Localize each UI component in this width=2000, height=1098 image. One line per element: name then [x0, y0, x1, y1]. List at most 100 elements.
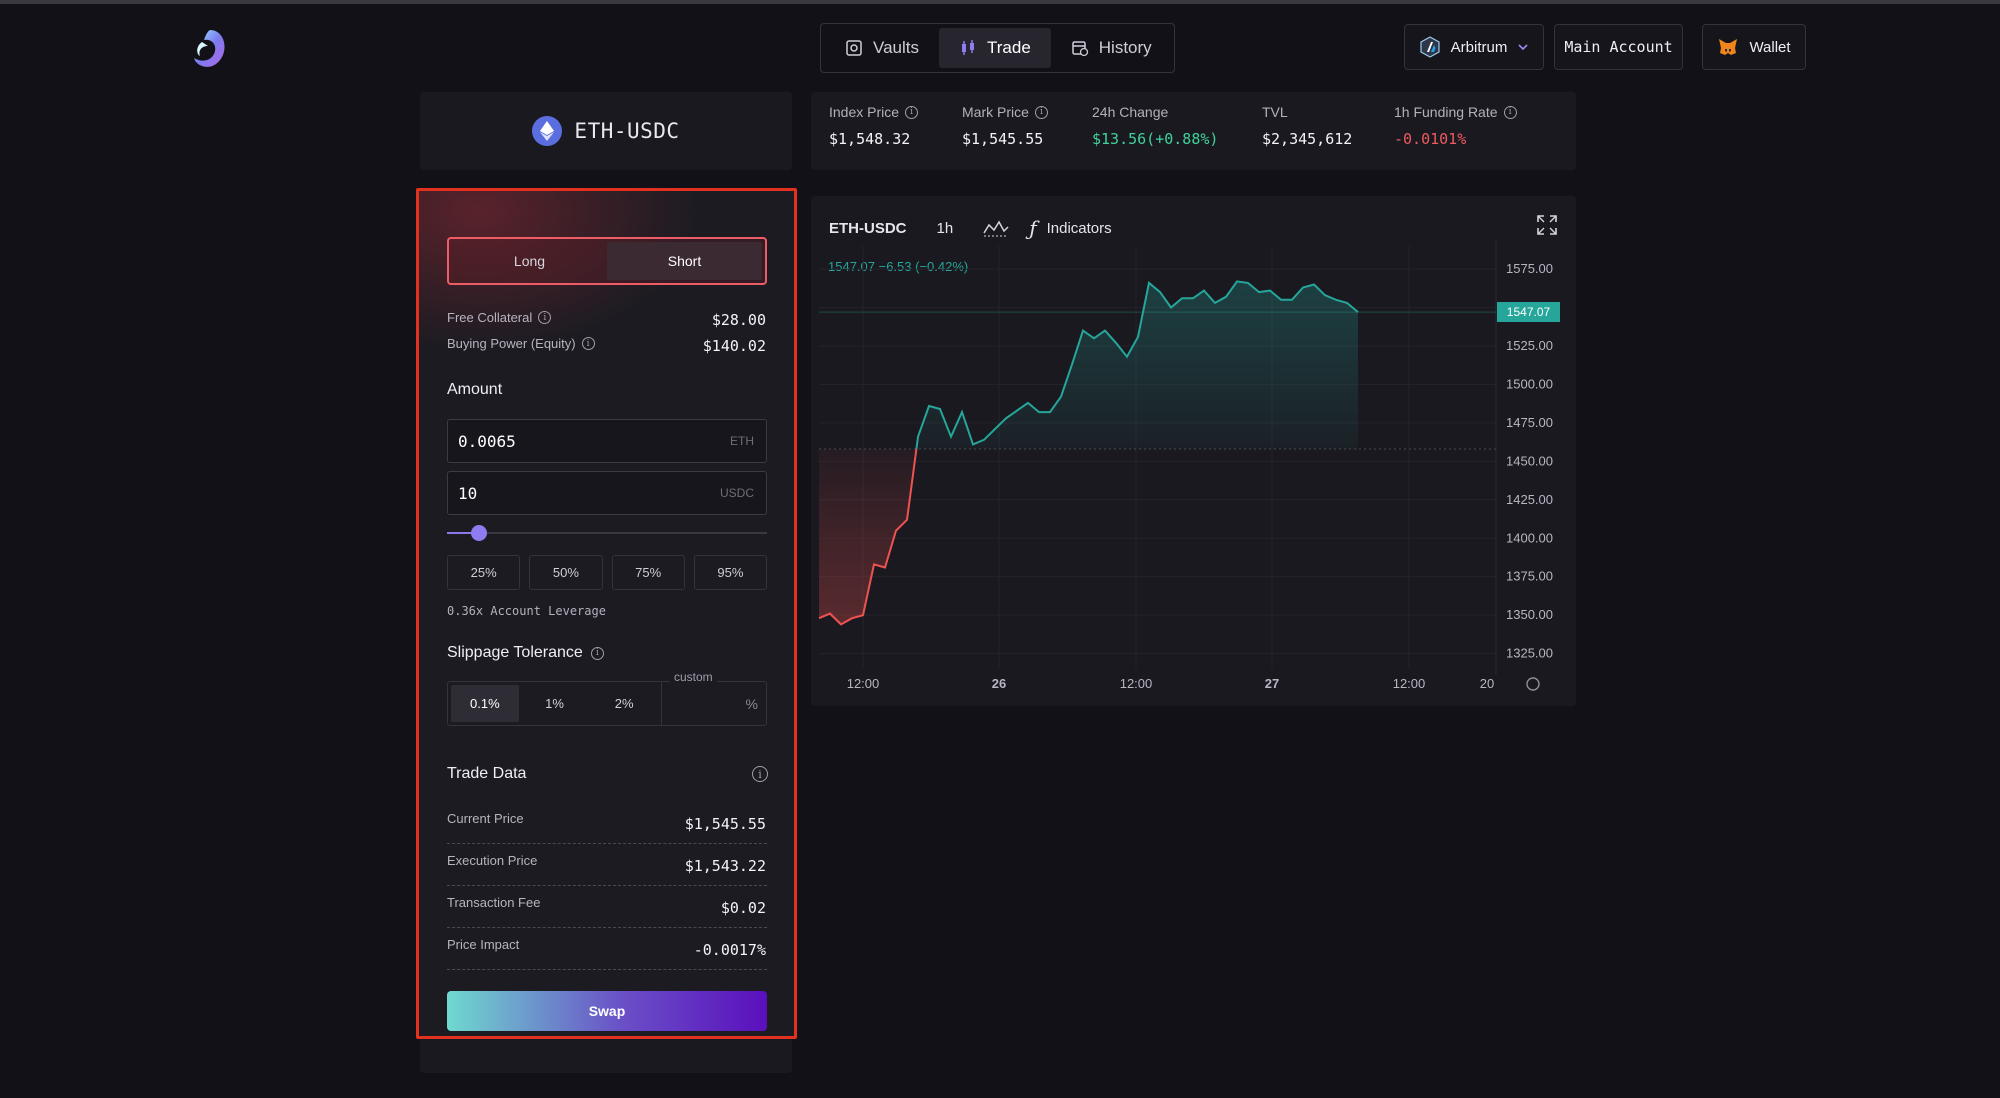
percent-75-button[interactable]: 75% [611, 555, 685, 590]
current-price-value: $1,545.55 [684, 815, 766, 833]
y-tick-label: 1500.00 [1506, 376, 1553, 391]
divider [447, 927, 767, 928]
market-stats: Index Price i $1,548.32 Mark Price i $1,54… [811, 92, 1576, 170]
usdc-amount-value: 10 [458, 483, 478, 503]
stat-label: 24h Change [1092, 104, 1169, 120]
slippage-option[interactable]: 1% [545, 696, 564, 711]
chart-type-group: ƒ Indicators [983, 216, 1112, 240]
execution-price-label: Execution Price [447, 853, 538, 868]
chart-type-icon[interactable] [983, 219, 1009, 237]
buying-power-label: Buying Power (Equity) i [447, 336, 595, 351]
x-tick-label: 12:00 [1393, 676, 1426, 691]
wallet-label: Wallet [1749, 38, 1791, 56]
stat-value: -0.0101% [1394, 130, 1467, 148]
chart-legend: 1547.07 −6.53 (−0.42%) [828, 259, 969, 274]
market-selector[interactable]: ETH-USDC [420, 92, 792, 170]
x-tick-label: 20 [1480, 676, 1494, 691]
execution-price-value: $1,543.22 [684, 857, 766, 875]
stat-value: $1,545.55 [962, 130, 1044, 148]
amount-title: Amount [447, 381, 503, 398]
slippage-option[interactable]: 0.1% [451, 685, 519, 722]
info-icon[interactable]: i [538, 311, 552, 324]
nav-vaults[interactable]: Vaults [825, 28, 939, 68]
amount-slider-handle[interactable] [471, 525, 487, 541]
y-tick-label: 1475.00 [1506, 415, 1553, 430]
interval-selector[interactable]: 1h [936, 219, 954, 237]
stat-mark-price: Mark Price i $1,545.55 [962, 104, 1048, 148]
usdc-amount-input[interactable]: 10 USDC [447, 471, 767, 515]
account-leverage: 0.36x Account Leverage [447, 604, 606, 618]
account-button[interactable]: Main Account [1554, 24, 1683, 70]
fullscreen-icon[interactable] [1536, 214, 1558, 236]
slippage-option[interactable]: 2% [614, 696, 634, 711]
info-icon[interactable]: i [1034, 105, 1048, 119]
long-tab[interactable]: Long [513, 253, 546, 269]
function-icon: ƒ [1029, 216, 1037, 240]
stat-index-price: Index Price i $1,548.32 [829, 104, 919, 148]
slippage-title: Slippage Tolerance i [447, 644, 604, 662]
price-impact-value: -0.0017% [693, 941, 766, 959]
nav-history[interactable]: History [1051, 28, 1172, 68]
info-icon[interactable]: i [581, 337, 595, 350]
eth-icon [532, 116, 563, 146]
price-chart: ETH-USDC 1h ƒ Indicators 1547.07 −6.53 (… [811, 196, 1576, 706]
market-symbol: ETH-USDC [574, 119, 680, 143]
top-border [0, 0, 2000, 4]
slippage-title-text: Slippage Tolerance [447, 644, 583, 661]
stat-value: $13.56(+0.88%) [1092, 130, 1219, 148]
info-icon[interactable]: i [1503, 105, 1517, 119]
settings-icon[interactable] [1526, 677, 1540, 691]
metamask-fox-icon [1719, 39, 1738, 55]
chain-label: Arbitrum [1450, 38, 1508, 56]
y-tick-label: 1450.00 [1506, 453, 1553, 468]
usdc-unit: USDC [719, 486, 754, 500]
stat-funding-rate: 1h Funding Rate i -0.0101% [1394, 104, 1517, 148]
up-area [916, 281, 1358, 450]
chevron-down-icon [1518, 44, 1528, 51]
info-icon[interactable]: i [590, 646, 604, 660]
short-tab[interactable]: Short [607, 242, 762, 280]
amount-slider[interactable] [447, 532, 767, 534]
y-tick-label: 1425.00 [1506, 492, 1553, 507]
app-logo-icon[interactable] [186, 24, 234, 72]
slippage-options: 0.1% 1% 2% [448, 682, 662, 725]
stat-tvl: TVL $2,345,612 [1262, 104, 1352, 148]
y-tick-label: 1400.00 [1506, 530, 1553, 545]
slippage-selector: 0.1% 1% 2% custom % [447, 670, 767, 726]
percent-50-button[interactable]: 50% [529, 555, 603, 590]
divider [447, 969, 767, 970]
indicators-button[interactable]: ƒ Indicators [1029, 216, 1111, 240]
custom-label: custom [670, 670, 717, 684]
transaction-fee-value: $0.02 [720, 899, 766, 917]
eth-unit: ETH [730, 434, 754, 448]
nav-history-label: History [1098, 38, 1152, 57]
nav-trade-label: Trade [987, 38, 1031, 57]
account-label: Main Account [1564, 38, 1673, 56]
slippage-custom-input[interactable]: custom % [662, 670, 766, 725]
y-tick-label: 1525.00 [1506, 338, 1553, 353]
percent-buttons: 25% 50% 75% 95% [447, 555, 767, 590]
info-icon[interactable]: i [752, 766, 768, 782]
indicators-label: Indicators [1046, 219, 1112, 237]
percent-25-button[interactable]: 25% [447, 555, 521, 590]
swap-button[interactable]: Swap [447, 991, 767, 1031]
side-toggle: Long Short [447, 237, 767, 285]
percent-95-button[interactable]: 95% [693, 555, 767, 590]
stat-label: 1h Funding Rate [1394, 104, 1498, 120]
stat-24h-change: 24h Change $13.56(+0.88%) [1092, 104, 1218, 148]
stat-value: $2,345,612 [1262, 130, 1353, 148]
info-icon[interactable]: i [905, 105, 919, 119]
stat-label: TVL [1262, 104, 1288, 120]
amount-slider-fill [447, 532, 478, 534]
y-tick-label: 1375.00 [1506, 569, 1553, 584]
free-collateral-label: Free Collateral i [447, 310, 552, 325]
nav-trade[interactable]: Trade [939, 28, 1051, 68]
eth-amount-input[interactable]: 0.0065 ETH [447, 419, 767, 463]
x-tick-label: 26 [992, 676, 1006, 691]
stat-value: $1,548.32 [829, 130, 911, 148]
chain-selector[interactable]: Arbitrum [1404, 24, 1544, 70]
y-tick-label: 1350.00 [1506, 607, 1553, 622]
stat-label: Index Price [829, 104, 900, 120]
current-price-label: Current Price [447, 811, 524, 826]
wallet-button[interactable]: Wallet [1702, 24, 1806, 70]
